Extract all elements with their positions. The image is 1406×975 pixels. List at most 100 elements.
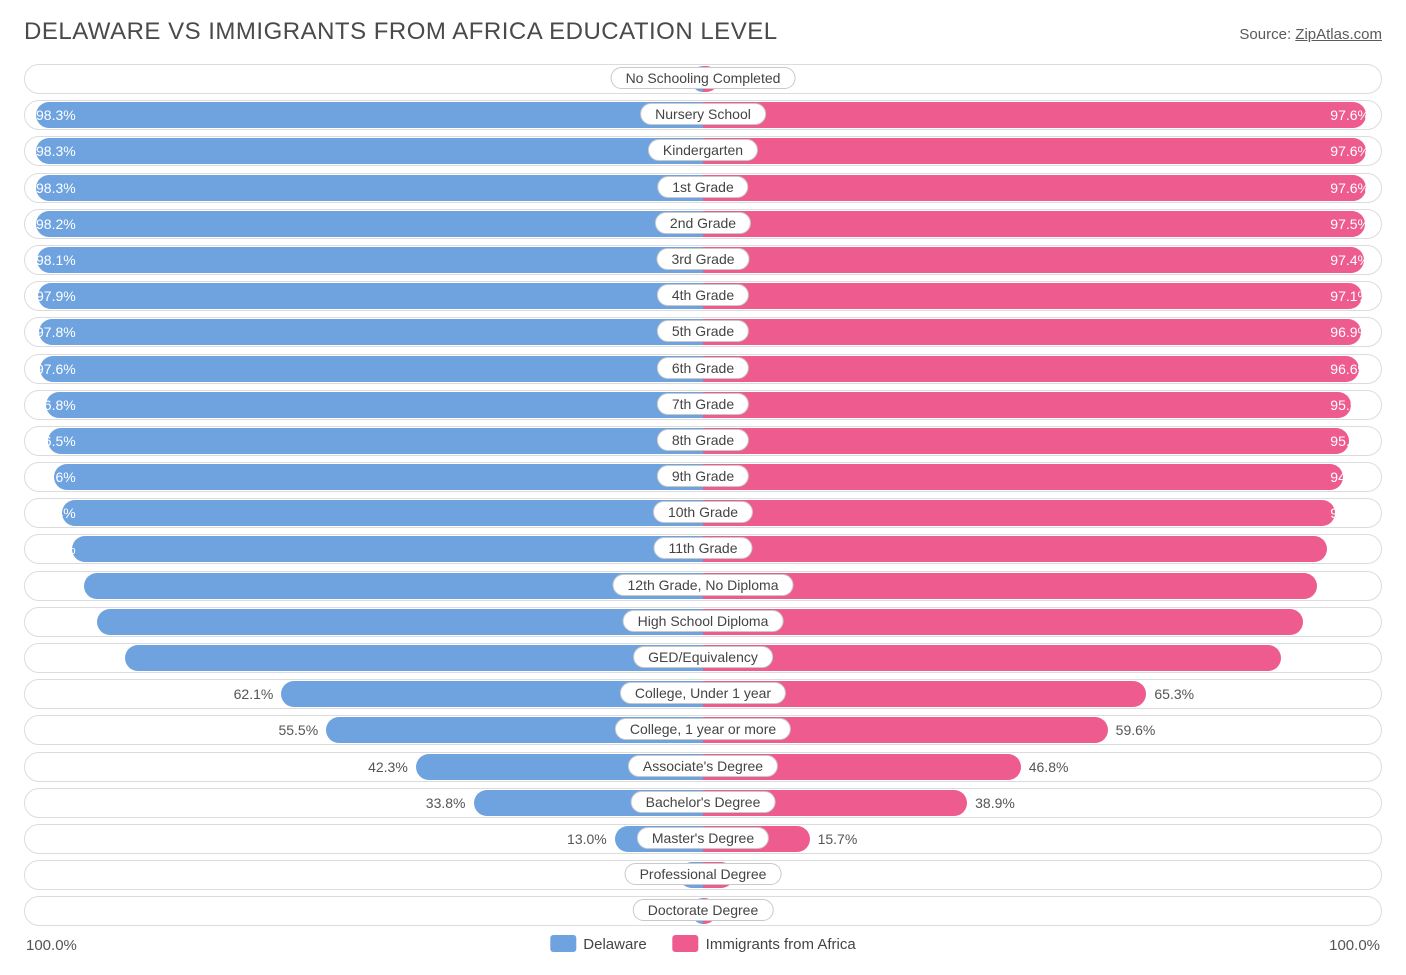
category-label: 5th Grade bbox=[657, 320, 749, 342]
chart-row: 96.5% 95.2% 8th Grade bbox=[24, 426, 1382, 456]
bar-left bbox=[36, 138, 703, 164]
bar-right bbox=[703, 573, 1317, 599]
chart-row: 89.2%88.4%High School Diploma bbox=[24, 607, 1382, 637]
bar-right bbox=[703, 645, 1281, 671]
bar-left bbox=[38, 283, 703, 309]
bar-left bbox=[125, 645, 704, 671]
bar-right bbox=[703, 392, 1351, 418]
value-left: 98.3% bbox=[36, 100, 76, 130]
chart-row: 98.3%97.6%1st Grade bbox=[24, 173, 1382, 203]
category-label: College, Under 1 year bbox=[620, 682, 786, 704]
value-right: 88.4% bbox=[1330, 607, 1370, 637]
header: DELAWARE VS IMMIGRANTS FROM AFRICA EDUCA… bbox=[24, 18, 1382, 46]
source-prefix: Source: bbox=[1239, 26, 1295, 43]
bar-right bbox=[703, 211, 1365, 237]
category-label: 12th Grade, No Diploma bbox=[613, 574, 794, 596]
axis-label-right: 100.0% bbox=[1329, 937, 1380, 954]
bar-left bbox=[62, 500, 703, 526]
chart-row: 98.3%97.6%Kindergarten bbox=[24, 136, 1382, 166]
chart-row: 42.3%46.8%Associate's Degree bbox=[24, 752, 1382, 782]
value-left: 98.1% bbox=[36, 245, 76, 275]
category-label: Doctorate Degree bbox=[633, 899, 774, 921]
legend-swatch-right bbox=[673, 935, 699, 952]
value-right: 90.5% bbox=[1330, 571, 1370, 601]
chart-row: 96.8%95.5%7th Grade bbox=[24, 390, 1382, 420]
bar-right bbox=[703, 283, 1362, 309]
value-left: 62.1% bbox=[234, 679, 282, 709]
category-label: 11th Grade bbox=[653, 537, 752, 559]
value-right: 93.1% bbox=[1330, 498, 1370, 528]
category-label: Associate's Degree bbox=[628, 755, 778, 777]
chart-row: 94.4% 93.1% 10th Grade bbox=[24, 498, 1382, 528]
bar-left bbox=[84, 573, 703, 599]
chart-row: 97.9%97.1%4th Grade bbox=[24, 281, 1382, 311]
value-right: 97.4% bbox=[1330, 245, 1370, 275]
value-left: 97.8% bbox=[36, 317, 76, 347]
legend-label-left: Delaware bbox=[583, 936, 646, 953]
source-link[interactable]: ZipAtlas.com bbox=[1295, 26, 1382, 43]
chart-row: 3.6%4.6%Professional Degree bbox=[24, 860, 1382, 890]
bar-right bbox=[703, 319, 1361, 345]
value-left: 94.4% bbox=[36, 498, 76, 528]
category-label: Nursery School bbox=[640, 103, 766, 125]
legend-item-left: Delaware bbox=[550, 935, 646, 953]
value-left: 13.0% bbox=[567, 824, 615, 854]
value-right: 97.6% bbox=[1330, 100, 1370, 130]
bar-right bbox=[703, 536, 1327, 562]
category-label: 8th Grade bbox=[657, 429, 749, 451]
value-right: 38.9% bbox=[967, 788, 1015, 818]
category-label: 9th Grade bbox=[657, 465, 749, 487]
bar-right bbox=[703, 428, 1349, 454]
legend: Delaware Immigrants from Africa bbox=[550, 935, 855, 953]
value-left: 93.0% bbox=[36, 534, 76, 564]
bar-left bbox=[39, 319, 703, 345]
bar-left bbox=[40, 356, 703, 382]
source-attribution: Source: ZipAtlas.com bbox=[1239, 26, 1382, 43]
legend-label-right: Immigrants from Africa bbox=[706, 936, 856, 953]
chart-row: 13.0%15.7%Master's Degree bbox=[24, 824, 1382, 854]
chart-title: DELAWARE VS IMMIGRANTS FROM AFRICA EDUCA… bbox=[24, 18, 778, 46]
value-left: 96.5% bbox=[36, 426, 76, 456]
chart-row: 95.6%94.3%9th Grade bbox=[24, 462, 1382, 492]
value-right: 95.2% bbox=[1330, 426, 1370, 456]
bar-left bbox=[72, 536, 703, 562]
chart-row: 1.6%2.0%Doctorate Degree bbox=[24, 896, 1382, 926]
chart-row: 62.1%65.3%College, Under 1 year bbox=[24, 679, 1382, 709]
value-right: 96.6% bbox=[1330, 354, 1370, 384]
chart-row: 98.3% 97.6% Nursery School bbox=[24, 100, 1382, 130]
chart-row: 91.2%90.5%12th Grade, No Diploma bbox=[24, 571, 1382, 601]
chart-row: 33.8%38.9%Bachelor's Degree bbox=[24, 788, 1382, 818]
category-label: 10th Grade bbox=[653, 501, 753, 523]
category-label: High School Diploma bbox=[623, 610, 784, 632]
bar-right bbox=[703, 356, 1359, 382]
category-label: Professional Degree bbox=[625, 863, 782, 885]
value-left: 97.9% bbox=[36, 281, 76, 311]
value-right: 59.6% bbox=[1108, 715, 1156, 745]
value-left: 55.5% bbox=[278, 715, 326, 745]
bar-left bbox=[37, 247, 703, 273]
value-left: 98.3% bbox=[36, 136, 76, 166]
bar-left bbox=[36, 211, 703, 237]
value-left: 42.3% bbox=[368, 752, 416, 782]
category-label: Bachelor's Degree bbox=[631, 791, 776, 813]
chart-row: 97.6%96.6%6th Grade bbox=[24, 354, 1382, 384]
chart-footer: 100.0% Delaware Immigrants from Africa 1… bbox=[24, 933, 1382, 963]
value-left: 85.2% bbox=[36, 643, 76, 673]
diverging-bar-chart: 1.7%2.4%No Schooling Completed98.3%97.6%… bbox=[24, 64, 1382, 926]
category-label: Kindergarten bbox=[648, 139, 758, 161]
value-left: 95.6% bbox=[36, 462, 76, 492]
category-label: No Schooling Completed bbox=[611, 67, 796, 89]
axis-label-left: 100.0% bbox=[26, 937, 77, 954]
chart-row: 93.0% 91.9% 11th Grade bbox=[24, 534, 1382, 564]
value-left: 98.3% bbox=[36, 173, 76, 203]
bar-right bbox=[703, 247, 1364, 273]
bar-right bbox=[703, 138, 1366, 164]
category-label: College, 1 year or more bbox=[615, 718, 791, 740]
value-right: 91.9% bbox=[1330, 534, 1370, 564]
value-right: 95.5% bbox=[1330, 390, 1370, 420]
chart-row: 97.8%96.9%5th Grade bbox=[24, 317, 1382, 347]
value-right: 97.1% bbox=[1330, 281, 1370, 311]
category-label: 6th Grade bbox=[657, 357, 749, 379]
bar-right bbox=[703, 464, 1343, 490]
bar-right bbox=[703, 500, 1335, 526]
